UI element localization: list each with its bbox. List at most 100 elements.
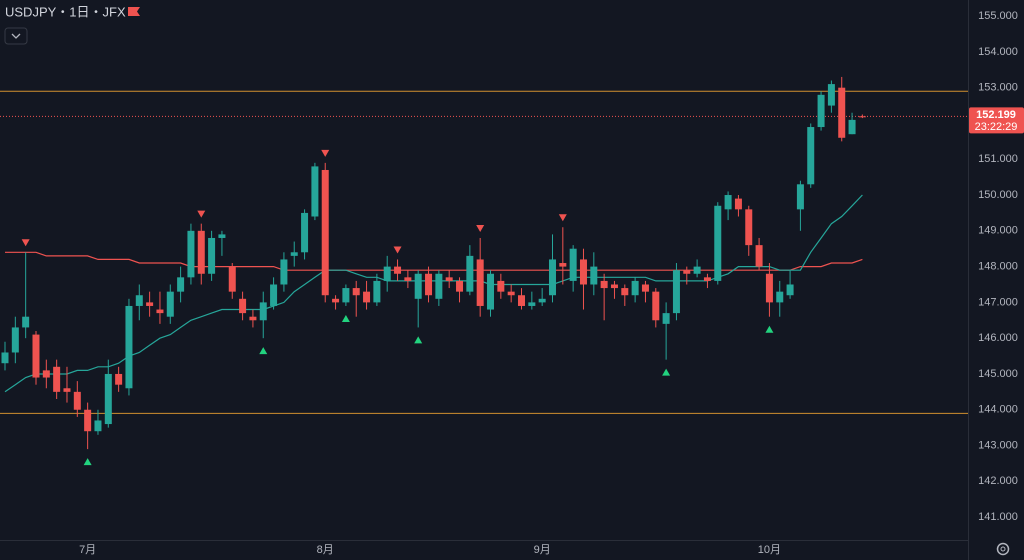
candle-body <box>414 273 422 299</box>
candle-body <box>538 298 546 303</box>
candle-body <box>1 352 9 364</box>
y-tick-label: 148.000 <box>978 261 1018 273</box>
x-tick-label: 9月 <box>534 544 551 556</box>
candle-body <box>652 291 660 321</box>
candle-body <box>135 295 143 306</box>
candle-body <box>32 334 40 378</box>
y-tick-label: 155.000 <box>978 10 1018 22</box>
candle-body <box>672 270 680 314</box>
sell-signal <box>21 239 30 247</box>
candle-body <box>270 284 278 306</box>
candle-body <box>156 309 164 314</box>
buy-signal <box>765 325 774 333</box>
candle-body <box>838 87 846 138</box>
candle-body <box>280 259 288 285</box>
candle-body <box>290 252 298 256</box>
candle-body <box>435 273 443 299</box>
candle-body <box>187 230 195 278</box>
sell-signal <box>558 214 567 222</box>
candle-body <box>352 288 360 296</box>
candle-body <box>11 327 19 353</box>
flag-icon[interactable] <box>128 7 140 16</box>
candle-body <box>404 277 412 281</box>
candle-body <box>755 245 763 267</box>
buy-signal <box>341 314 350 322</box>
candle-body <box>63 388 71 392</box>
candle-body <box>765 273 773 303</box>
candle-body <box>518 295 525 306</box>
candle-body <box>301 212 309 253</box>
candle-body <box>218 234 226 238</box>
candle-body <box>22 316 30 328</box>
candle-body <box>84 409 92 432</box>
candle-body <box>817 94 825 128</box>
buy-signal <box>414 336 423 344</box>
candle-body <box>73 391 81 410</box>
y-tick-label: 142.000 <box>978 475 1018 487</box>
candle-body <box>373 280 381 303</box>
sell-signal <box>321 149 330 157</box>
candle-body <box>724 195 732 210</box>
candle-body <box>786 284 794 296</box>
candle-body <box>827 84 835 106</box>
candle-body <box>734 198 742 210</box>
y-tick-label: 145.000 <box>978 368 1018 380</box>
candle-body <box>125 305 133 389</box>
candle-body <box>42 370 50 378</box>
candle-body <box>425 273 433 296</box>
gear-icon <box>1000 546 1006 552</box>
sell-signal <box>476 224 485 232</box>
candle-body <box>796 184 804 210</box>
y-tick-label: 143.000 <box>978 439 1018 451</box>
candle-body <box>166 291 174 317</box>
candle-body <box>559 263 567 267</box>
candle-body <box>466 255 474 292</box>
x-tick-label: 10月 <box>758 544 781 556</box>
candle-body <box>383 266 391 281</box>
candle-body <box>177 277 185 292</box>
candle-body <box>94 420 102 432</box>
candle-body <box>641 284 649 292</box>
y-tick-label: 151.000 <box>978 153 1018 165</box>
candle-body <box>858 116 866 118</box>
candle-body <box>332 298 340 303</box>
candle-body <box>703 277 711 281</box>
candle-body <box>528 302 536 306</box>
candle-body <box>776 291 784 303</box>
candle-body <box>487 273 495 310</box>
candle-body <box>662 313 670 324</box>
candle-body <box>445 277 453 281</box>
sell-signal <box>197 210 206 218</box>
candle-body <box>569 248 577 281</box>
candle-body <box>228 266 236 292</box>
candle-body <box>394 266 402 274</box>
x-tick-label: 8月 <box>317 544 334 556</box>
y-tick-label: 149.000 <box>978 225 1018 237</box>
candle-body <box>342 288 350 303</box>
candle-body <box>249 316 257 321</box>
collapse-button[interactable] <box>4 27 28 45</box>
candle-body <box>507 291 515 296</box>
candle-body <box>610 284 618 289</box>
buy-signal <box>83 458 92 466</box>
y-tick-label: 144.000 <box>978 404 1018 416</box>
price-label: 152.199 <box>976 109 1016 121</box>
y-tick-label: 147.000 <box>978 296 1018 308</box>
candle-body <box>631 280 639 296</box>
candle-body <box>115 373 123 385</box>
settings-button[interactable] <box>996 542 1010 556</box>
buy-signal <box>662 368 671 376</box>
candle-body <box>321 169 329 296</box>
y-tick-label: 141.000 <box>978 511 1018 523</box>
candle-body <box>621 288 629 296</box>
candle-body <box>104 373 112 425</box>
buy-signal <box>259 347 268 355</box>
chart-title: USDJPY・1日・JFX <box>5 4 126 19</box>
candle-body <box>456 280 464 292</box>
candle-body <box>693 266 701 274</box>
sell-signal <box>393 246 402 254</box>
y-tick-label: 154.000 <box>978 46 1018 58</box>
gear-icon <box>996 542 1010 556</box>
price-tag <box>969 107 1024 134</box>
